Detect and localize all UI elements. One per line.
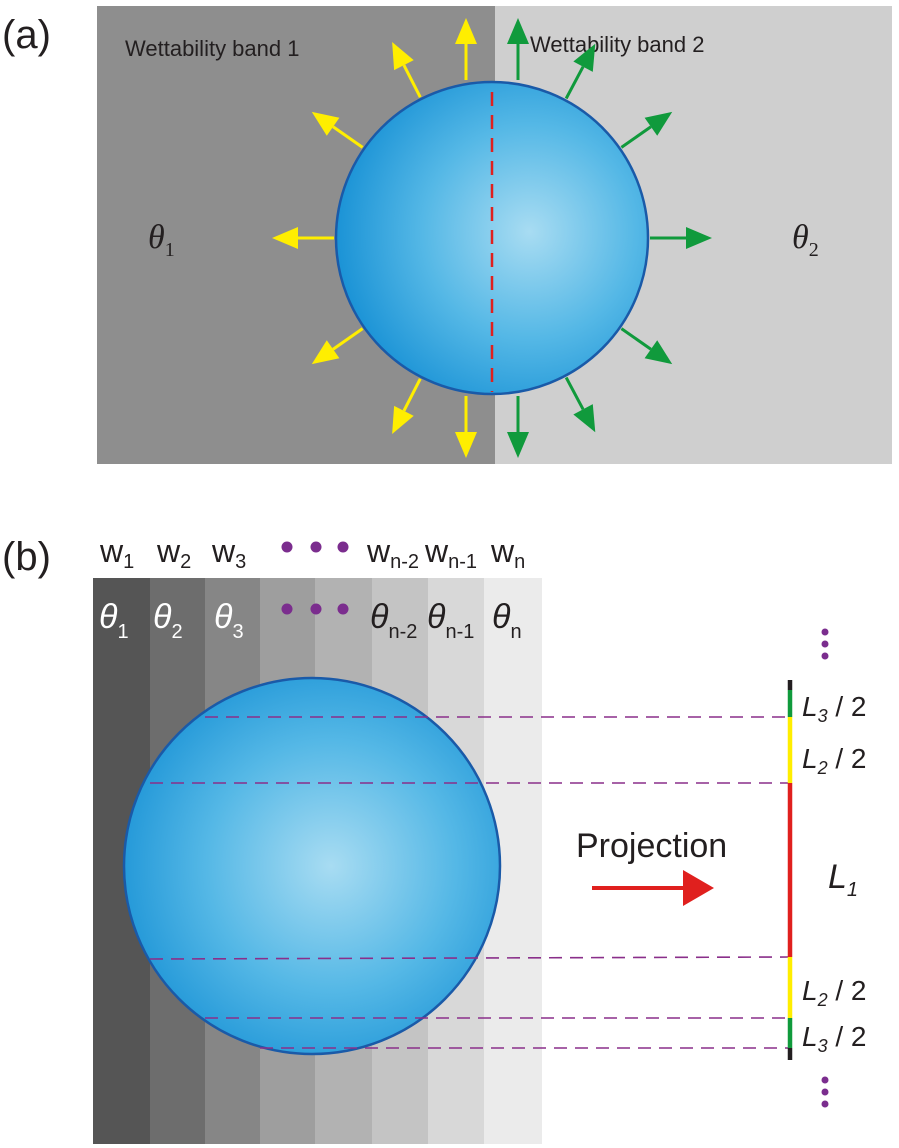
ellipsis-dots-upper [821,628,829,660]
yellow-force-arrow-2 [402,64,422,98]
green-force-arrow-5 [620,125,652,149]
theta-label-2: θ2 [153,598,183,643]
length-label-l1: L1 [828,858,858,901]
yellow-force-arrow-5 [332,327,364,351]
yellow-force-arrow-7-head [455,432,477,458]
yellow-force-arrow-6-head [392,405,414,435]
ellipsis-dots-middle [281,603,349,615]
green-force-arrow-6-head [573,43,596,72]
width-label-3: w3 [211,533,246,573]
yellow-force-arrow-4-head [272,227,298,249]
force-arrows [272,18,712,458]
ellipsis-dots-top [281,541,349,553]
theta-label-3: θ3 [214,598,244,643]
green-force-arrow-3-head [644,340,673,365]
width-label-n-2: wn-2 [366,533,419,573]
length-label-l2-top: L2 / 2 [802,743,867,778]
width-label-n-1: wn-1 [424,533,477,573]
theta-label-n-2: θn-2 [370,598,417,643]
panel-b: (b) w1 w2 w3 wn-2 wn-1 wn θ1 θ2 θ3 θn-2 … [2,533,867,1144]
yellow-force-arrow-1-head [455,18,477,44]
green-force-arrow-3 [620,327,652,351]
projection-arrow [592,870,714,906]
green-force-arrow-7-head [507,18,529,44]
length-label-l3-top: L3 / 2 [802,691,867,726]
width-label-1: w1 [99,533,134,573]
theta-label-n-1: θn-1 [427,598,474,643]
green-force-arrow-6 [564,66,585,100]
theta-2-label: θ2 [792,219,819,261]
ellipsis-dots-lower [821,1076,829,1108]
projection-label: Projection [576,827,727,865]
droplet-b [122,676,502,1056]
green-force-arrow-2 [564,376,585,410]
length-label-l3-bottom: L3 / 2 [802,1021,867,1056]
theta-label-1: θ1 [99,598,129,643]
yellow-force-arrow-6 [402,378,422,412]
width-label-2: w2 [156,533,191,573]
panel-a: (a) Wettability band 1 Wettability band … [2,6,892,464]
theta-1-label: θ1 [148,219,175,261]
panel-b-label: (b) [2,535,51,579]
green-force-arrow-2-head [573,404,596,433]
yellow-force-arrow-2-head [392,41,414,71]
yellow-force-arrow-3-head [311,111,340,136]
band-1-label: Wettability band 1 [125,36,299,61]
panel-a-label: (a) [2,13,51,57]
projection-lines [149,716,791,1049]
green-force-arrow-4-head [686,227,712,249]
green-force-arrow-1-head [507,432,529,458]
length-label-l2-bottom: L2 / 2 [802,975,867,1010]
width-label-n: wn [490,533,525,573]
theta-label-n: θn [492,598,522,643]
yellow-force-arrow-3 [332,125,364,149]
green-force-arrow-5-head [644,111,673,136]
band-2-label: Wettability band 2 [530,32,704,57]
yellow-force-arrow-5-head [311,340,340,365]
